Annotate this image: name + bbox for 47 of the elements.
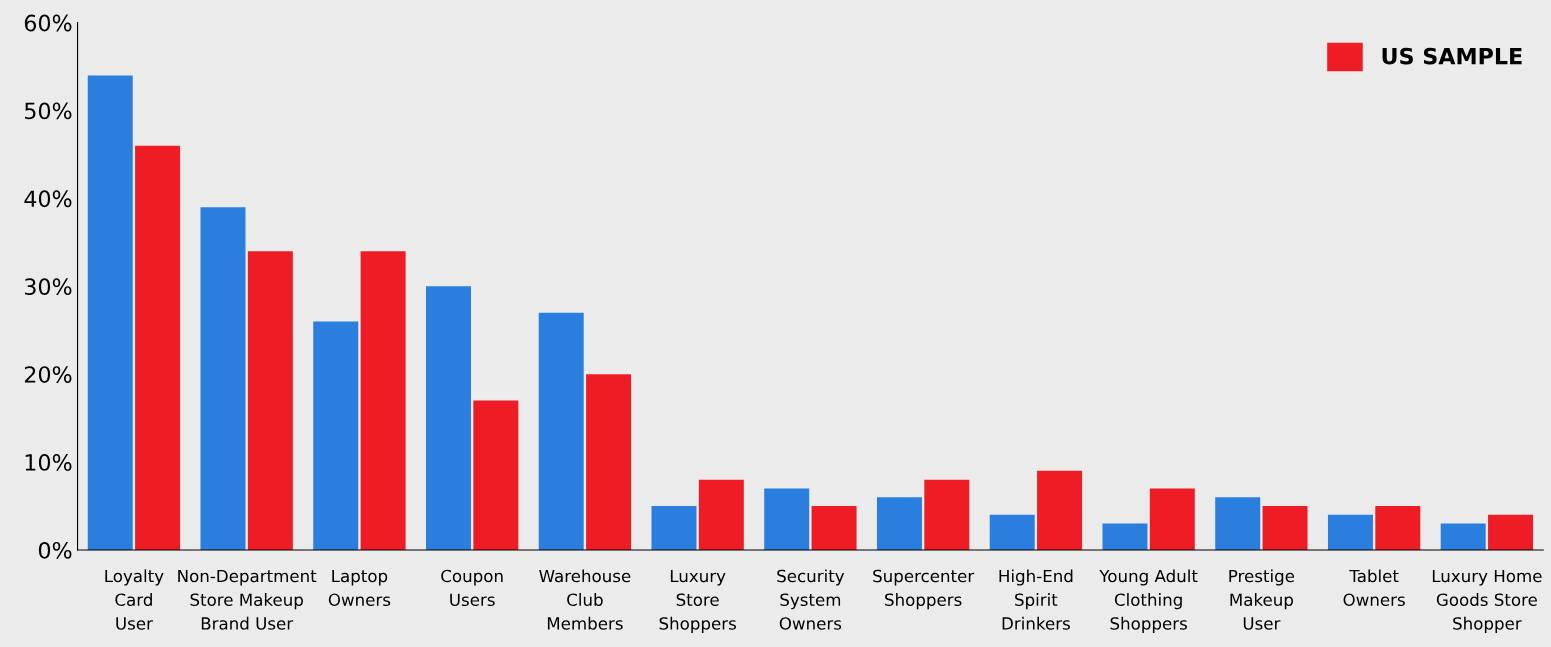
bar [651, 506, 697, 550]
bar [473, 400, 519, 550]
y-tick-label: 50% [25, 102, 72, 120]
bar [876, 497, 922, 550]
legend-label: US SAMPLE [1382, 47, 1522, 65]
bar [1440, 523, 1486, 550]
x-tick-label: Coupon Users [441, 569, 503, 607]
x-tick-label: Warehouse Club Members [539, 569, 631, 630]
bar [1327, 514, 1373, 550]
bar [1102, 523, 1148, 550]
x-tick-label: Loyalty Card User [105, 569, 164, 630]
bar [313, 321, 359, 550]
bar [247, 251, 293, 550]
bar [425, 286, 471, 550]
x-tick-label: Prestige Makeup User [1229, 569, 1295, 630]
x-tick-label: Young Adult Clothing Shoppers [1099, 569, 1198, 633]
bar [1488, 514, 1534, 550]
bar [1149, 488, 1195, 550]
bar [764, 488, 810, 550]
bar [200, 207, 246, 550]
y-tick-label: 0% [38, 541, 72, 559]
x-tick-label: Tablet Owners [1343, 569, 1405, 607]
bar [87, 75, 133, 550]
x-tick-label: High-End Spirit Drinkers [999, 569, 1073, 630]
x-tick-label: Luxury Home Goods Store Shopper [1432, 569, 1542, 633]
bar [538, 312, 584, 550]
x-tick-label: Supercenter Shoppers [873, 569, 975, 610]
y-tick-label: 60% [24, 14, 72, 32]
x-tick-label: Non-Department Store Makeup Brand User [178, 569, 317, 630]
x-tick-label: Luxury Store Shoppers [659, 569, 736, 633]
y-tick-label: 10% [25, 454, 72, 471]
y-tick-label: 30% [24, 278, 72, 296]
bar [924, 479, 970, 550]
y-tick-label: 20% [24, 366, 72, 383]
bar [360, 251, 406, 550]
bar [586, 374, 632, 550]
bar [1375, 506, 1421, 550]
bar [989, 514, 1035, 550]
bar [135, 145, 181, 550]
bar [1262, 506, 1308, 550]
x-tick-label: Security System Owners [777, 569, 845, 630]
bar [1215, 497, 1261, 550]
x-tick-label: Laptop Owners [328, 569, 391, 607]
bar [698, 479, 744, 550]
bar [811, 506, 857, 550]
bar [1037, 470, 1083, 550]
y-tick-label: 40% [24, 190, 72, 208]
